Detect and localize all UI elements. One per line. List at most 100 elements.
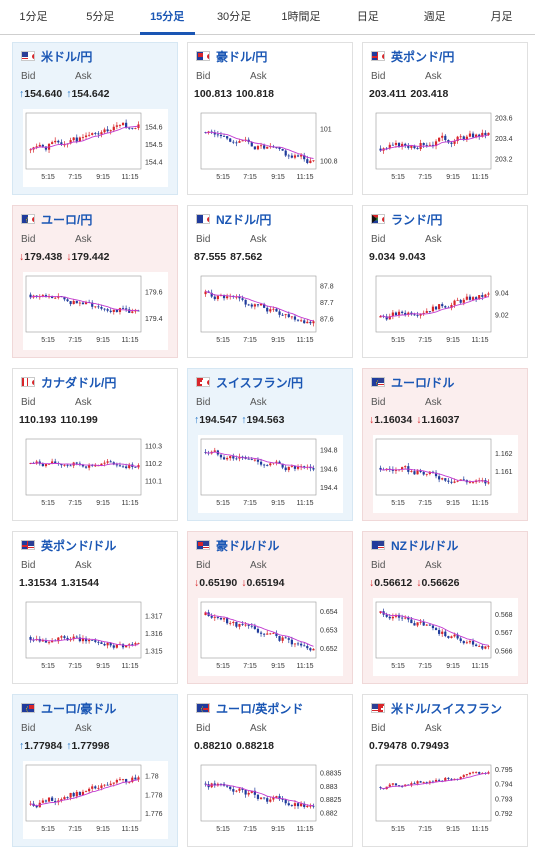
candle-body <box>425 782 428 784</box>
candle-body <box>250 459 253 460</box>
pair-name[interactable]: NZドル/ドル <box>391 538 459 553</box>
tab-4[interactable]: 1時間足 <box>281 11 321 23</box>
candlestick-chart[interactable]: 1.162 1.161 5:15 7:15 9:15 11:15 <box>373 435 518 513</box>
pair-name[interactable]: スイスフラン/円 <box>216 375 303 390</box>
candle-body <box>134 466 137 468</box>
pair-name[interactable]: 豪ドル/ドル <box>216 538 280 553</box>
y-tick-label: 154.5 <box>145 142 163 149</box>
y-tick-label: 1.162 <box>495 451 513 458</box>
candlestick-chart[interactable]: 203.6 203.4 203.2 5:15 7:15 9:15 11:15 <box>373 109 518 187</box>
currency-card-12[interactable]: ユーロ/豪ドル Bid Ask ↑1.77984 ↑1.77998 1.78 1.778 1.… <box>12 694 178 847</box>
pair-name[interactable]: NZドル/円 <box>216 212 272 227</box>
pair-name[interactable]: カナダドル/円 <box>41 375 117 390</box>
candle-body <box>303 803 306 807</box>
currency-card-9[interactable]: 英ポンド/ドル Bid Ask 1.31534 1.31544 1.317 1.316 1.3… <box>12 531 178 684</box>
pair-name[interactable]: ユーロ/ドル <box>391 375 455 390</box>
pair-name[interactable]: ランド/円 <box>391 212 443 227</box>
candle-body <box>97 787 100 789</box>
candle-body <box>281 637 284 641</box>
candlestick-chart[interactable]: 110.3 110.2 110.1 5:15 7:15 9:15 11:15 <box>23 435 168 513</box>
candlestick-chart[interactable]: 194.8 194.6 194.4 5:15 7:15 9:15 11:15 <box>198 435 343 513</box>
candlestick-chart[interactable]: 0.654 0.653 0.652 5:15 7:15 9:15 11:15 <box>198 598 343 676</box>
candlestick-chart[interactable]: 0.795 0.794 0.793 0.792 5:15 7:15 9:15 11:15 <box>373 761 518 839</box>
currency-card-4[interactable]: NZドル/円 Bid Ask 87.555 87.562 87.8 87.7 87.6 5:15… <box>187 205 353 358</box>
candle-body <box>121 644 125 648</box>
x-tick-label: 5:15 <box>391 174 405 181</box>
candle-body <box>60 636 63 638</box>
candle-body <box>397 785 401 787</box>
x-tick-label: 7:15 <box>243 500 257 507</box>
ask-label: Ask <box>250 723 267 734</box>
candlestick-chart[interactable]: 0.568 0.567 0.566 5:15 7:15 9:15 11:15 <box>373 598 518 676</box>
candlestick-chart[interactable]: 101 100.8 5:15 7:15 9:15 11:15 <box>198 109 343 187</box>
candle-body <box>100 463 103 466</box>
candle-body <box>125 645 128 648</box>
pair-name[interactable]: 米ドル/円 <box>41 49 93 64</box>
candlestick-chart[interactable]: 87.8 87.7 87.6 5:15 7:15 9:15 11:15 <box>198 272 343 350</box>
pair-name[interactable]: ユーロ/豪ドル <box>41 701 117 716</box>
candle-body <box>78 791 81 796</box>
candlestick-chart[interactable]: 0.8835 0.883 0.8825 0.882 5:15 7:15 9:15 11:15 <box>198 761 343 839</box>
candlestick-chart[interactable]: 179.6 179.4 5:15 7:15 9:15 11:15 <box>23 272 168 350</box>
candle-body <box>229 622 232 624</box>
candle-body <box>106 642 109 646</box>
candle-body <box>226 296 229 299</box>
x-tick-label: 11:15 <box>297 826 314 833</box>
currency-card-6[interactable]: カナダドル/円 Bid Ask 110.193 110.199 110.3 110.2 110… <box>12 368 178 521</box>
y-tick-label: 1.317 <box>145 614 163 621</box>
currency-card-8[interactable]: ユーロ/ドル Bid Ask ↓1.16034 ↓1.16037 1.162 1.161 5:… <box>362 368 528 521</box>
candlestick-chart[interactable]: 1.317 1.316 1.315 5:15 7:15 9:15 11:15 <box>23 598 168 676</box>
pair-name[interactable]: 米ドル/スイスフラン <box>391 701 502 716</box>
tab-1[interactable]: 5分足 <box>86 11 115 23</box>
currency-card-14[interactable]: 米ドル/スイスフラン Bid Ask 0.79478 0.79493 0.795 0.794… <box>362 694 528 847</box>
candlestick-chart[interactable]: 154.6 154.5 154.4 5:15 7:15 9:15 11:15 <box>23 109 168 187</box>
tab-6[interactable]: 週足 <box>423 11 446 23</box>
pair-name[interactable]: 豪ドル/円 <box>216 49 268 64</box>
currency-card-1[interactable]: 豪ドル/円 Bid Ask 100.813 100.818 101 100.8 5:15 7:1… <box>187 42 353 195</box>
trend-arrow-icon: ↑ <box>66 88 72 100</box>
y-tick-label: 100.8 <box>320 159 338 166</box>
x-tick-label: 5:15 <box>216 500 230 507</box>
candle-body <box>88 465 91 468</box>
pair-name[interactable]: ユーロ/円 <box>41 212 93 227</box>
candle-body <box>226 136 229 139</box>
candle-body <box>69 301 72 305</box>
tab-0[interactable]: 1分足 <box>19 11 48 23</box>
currency-card-10[interactable]: 豪ドル/ドル Bid Ask ↓0.65190 ↓0.65194 0.654 0.653 0.… <box>187 531 353 684</box>
pair-name[interactable]: 英ポンド/ドル <box>41 538 117 553</box>
currency-card-0[interactable]: 米ドル/円 Bid Ask ↑154.640 ↑154.642 154.6 154.5 154… <box>12 42 178 195</box>
candle-body <box>29 149 32 151</box>
price-values: ↓0.56612 ↓0.56626 <box>369 577 463 589</box>
currency-card-3[interactable]: ユーロ/円 Bid Ask ↓179.438 ↓179.442 179.6 179.4 5:1… <box>12 205 178 358</box>
candle-body <box>35 806 38 808</box>
candle-body <box>47 642 51 644</box>
candle-body <box>419 470 422 472</box>
tab-5[interactable]: 日足 <box>356 11 379 23</box>
currency-card-13[interactable]: ユーロ/英ポンド Bid Ask 0.88210 0.88218 0.8835 0.883 0… <box>187 694 353 847</box>
currency-card-11[interactable]: NZドル/ドル Bid Ask ↓0.56612 ↓0.56626 0.568 0.567 0… <box>362 531 528 684</box>
candlestick-chart[interactable]: 1.78 1.778 1.776 5:15 7:15 9:15 11:15 <box>23 761 168 839</box>
currency-card-5[interactable]: ランド/円 Bid Ask 9.034 9.043 9.04 9.02 5:15 7:15 9:1… <box>362 205 528 358</box>
candle-body <box>468 296 472 300</box>
candle-body <box>306 159 309 163</box>
candle-body <box>256 794 260 799</box>
candle-body <box>484 646 487 649</box>
tab-2[interactable]: 15分足 <box>134 0 201 35</box>
candle-body <box>410 619 413 624</box>
y-tick-label: 110.3 <box>145 444 162 451</box>
tab-3[interactable]: 30分足 <box>216 11 252 23</box>
currency-card-7[interactable]: スイスフラン/円 Bid Ask ↑194.547 ↑194.563 194.8 194.6… <box>187 368 353 521</box>
candle-body <box>385 614 388 617</box>
currency-card-2[interactable]: 英ポンド/円 Bid Ask 203.411 203.418 203.6 203.4 203.… <box>362 42 528 195</box>
candlestick-chart[interactable]: 9.04 9.02 5:15 7:15 9:15 11:15 <box>373 272 518 350</box>
pair-name[interactable]: 英ポンド/円 <box>391 49 455 64</box>
candle-body <box>115 309 118 312</box>
chart-frame <box>200 764 317 822</box>
candle-body <box>385 316 388 320</box>
candle-body <box>88 788 91 792</box>
x-tick-label: 7:15 <box>418 500 432 507</box>
tab-7[interactable]: 月足 <box>490 11 513 23</box>
candle-body <box>263 145 266 149</box>
chart-background <box>373 435 518 513</box>
pair-name[interactable]: ユーロ/英ポンド <box>216 701 304 716</box>
